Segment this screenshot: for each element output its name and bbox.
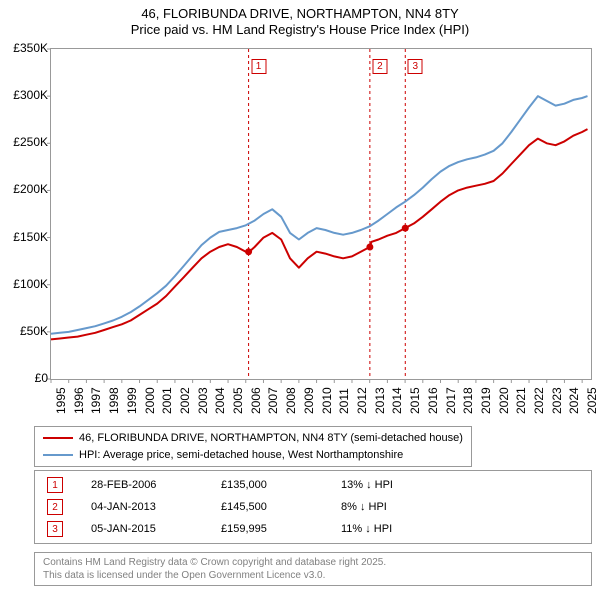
x-tick-label: 2025 — [585, 387, 599, 414]
event-marker: 1 — [47, 477, 63, 493]
x-tick-label: 2010 — [320, 387, 334, 414]
y-tick-label: £50K — [20, 324, 48, 338]
event-marker: 2 — [372, 59, 387, 74]
x-tick-label: 2001 — [160, 387, 174, 414]
event-marker: 3 — [408, 59, 423, 74]
event-row: 2 04-JAN-2013£145,5008% ↓ HPI — [43, 499, 583, 515]
event-row: 3 05-JAN-2015£159,99511% ↓ HPI — [43, 521, 583, 537]
x-tick-label: 2015 — [408, 387, 422, 414]
x-tick-label: 2009 — [302, 387, 316, 414]
legend-label: 46, FLORIBUNDA DRIVE, NORTHAMPTON, NN4 8… — [79, 430, 463, 447]
event-price: £159,995 — [221, 523, 341, 535]
footer: Contains HM Land Registry data © Crown c… — [34, 552, 592, 586]
x-tick-label: 2012 — [355, 387, 369, 414]
event-date: 05-JAN-2015 — [91, 523, 221, 535]
x-tick-label: 2008 — [284, 387, 298, 414]
title-block: 46, FLORIBUNDA DRIVE, NORTHAMPTON, NN4 8… — [0, 0, 600, 39]
events-table: 1 28-FEB-2006£135,00013% ↓ HPI 2 04-JAN-201… — [34, 470, 592, 544]
x-tick-label: 2022 — [532, 387, 546, 414]
event-price: £145,500 — [221, 501, 341, 513]
x-tick-label: 2011 — [337, 388, 351, 414]
y-tick-label: £0 — [35, 371, 48, 385]
legend-label: HPI: Average price, semi-detached house,… — [79, 447, 403, 464]
x-tick-label: 2024 — [567, 387, 581, 414]
event-price: £135,000 — [221, 479, 341, 491]
y-tick-label: £250K — [13, 135, 48, 149]
x-tick-label: 2000 — [143, 387, 157, 414]
event-diff: 13% ↓ HPI — [341, 479, 393, 491]
x-tick-label: 1996 — [72, 387, 86, 414]
title-line-1: 46, FLORIBUNDA DRIVE, NORTHAMPTON, NN4 8… — [0, 6, 600, 22]
x-tick-label: 1997 — [89, 387, 103, 414]
title-line-2: Price paid vs. HM Land Registry's House … — [0, 22, 600, 38]
x-tick-label: 2006 — [249, 387, 263, 414]
plot-svg — [51, 49, 591, 379]
series-price_paid — [51, 129, 588, 339]
footer-line-2: This data is licensed under the Open Gov… — [43, 569, 583, 582]
event-diff: 11% ↓ HPI — [341, 523, 392, 535]
x-tick-label: 2003 — [196, 387, 210, 414]
event-row: 1 28-FEB-2006£135,00013% ↓ HPI — [43, 477, 583, 493]
x-tick-label: 2016 — [426, 387, 440, 414]
series-hpi — [51, 96, 588, 334]
legend-row: HPI: Average price, semi-detached house,… — [43, 447, 463, 464]
x-tick-label: 1998 — [107, 387, 121, 414]
event-date: 28-FEB-2006 — [91, 479, 221, 491]
x-tick-label: 2007 — [266, 387, 280, 414]
y-tick-label: £150K — [13, 230, 48, 244]
event-marker: 1 — [251, 59, 266, 74]
x-tick-label: 2004 — [213, 387, 227, 414]
x-tick-label: 2005 — [231, 387, 245, 414]
event-marker: 2 — [47, 499, 63, 515]
legend-swatch — [43, 454, 73, 456]
event-date: 04-JAN-2013 — [91, 501, 221, 513]
x-tick-label: 2021 — [514, 387, 528, 414]
x-tick-label: 2023 — [550, 387, 564, 414]
x-tick-label: 2018 — [461, 387, 475, 414]
y-tick-label: £100K — [13, 277, 48, 291]
x-tick-label: 2002 — [178, 387, 192, 414]
legend: 46, FLORIBUNDA DRIVE, NORTHAMPTON, NN4 8… — [34, 426, 472, 467]
plot-area: 1 2 3 — [50, 48, 592, 380]
footer-line-1: Contains HM Land Registry data © Crown c… — [43, 556, 583, 569]
legend-swatch — [43, 437, 73, 439]
y-tick-label: £200K — [13, 182, 48, 196]
legend-row: 46, FLORIBUNDA DRIVE, NORTHAMPTON, NN4 8… — [43, 430, 463, 447]
y-tick-label: £350K — [13, 41, 48, 55]
x-tick-label: 2014 — [390, 387, 404, 414]
chart-container: 46, FLORIBUNDA DRIVE, NORTHAMPTON, NN4 8… — [0, 0, 600, 590]
event-marker: 3 — [47, 521, 63, 537]
x-tick-label: 1999 — [125, 387, 139, 414]
x-tick-label: 2017 — [444, 387, 458, 414]
x-tick-label: 2019 — [479, 387, 493, 414]
event-diff: 8% ↓ HPI — [341, 501, 387, 513]
x-tick-label: 2013 — [373, 387, 387, 414]
y-tick-label: £300K — [13, 88, 48, 102]
x-tick-label: 1995 — [54, 387, 68, 414]
x-tick-label: 2020 — [497, 387, 511, 414]
